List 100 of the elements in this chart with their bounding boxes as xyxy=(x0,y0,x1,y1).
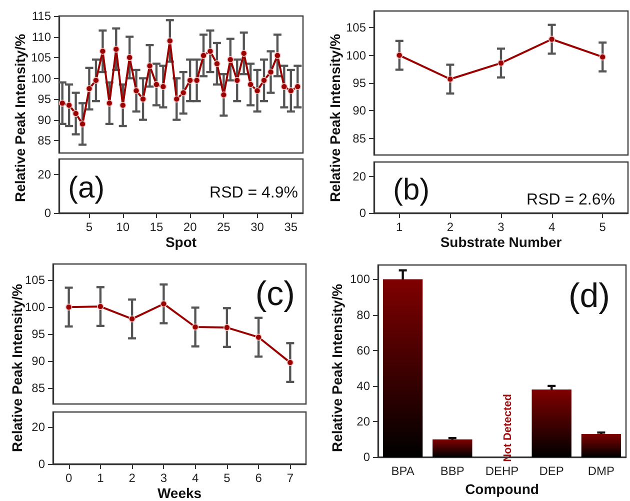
point xyxy=(227,56,234,63)
y-tick-label: 80 xyxy=(356,308,370,322)
point xyxy=(132,87,140,94)
point xyxy=(99,48,106,55)
point xyxy=(86,85,93,92)
y-tick-label: 60 xyxy=(356,343,370,358)
point xyxy=(286,359,294,366)
y-tick-label: 20 xyxy=(32,420,46,434)
point xyxy=(79,120,86,128)
point xyxy=(214,60,220,68)
y-axis-title: Relative Peak Intensity/% xyxy=(327,33,343,202)
point xyxy=(288,87,294,94)
x-tick-label: 1 xyxy=(396,220,404,234)
x-tick-label: 20 xyxy=(183,220,198,234)
point xyxy=(126,54,133,61)
annotation: (a) xyxy=(68,172,105,204)
point xyxy=(200,52,207,59)
y-tick-label: 105 xyxy=(346,20,366,35)
point xyxy=(160,83,167,90)
y-tick-label: 85 xyxy=(32,380,46,395)
point xyxy=(160,300,168,308)
point xyxy=(106,100,113,107)
point xyxy=(146,62,154,70)
point xyxy=(254,87,261,94)
y-tick-label: 40 xyxy=(356,378,370,393)
y-tick-label: 90 xyxy=(32,354,46,368)
x-tick-label: 7 xyxy=(286,471,294,485)
point xyxy=(280,83,288,90)
annotation: (c) xyxy=(255,275,295,313)
x-tick-label: DEP xyxy=(539,464,564,478)
point xyxy=(294,83,302,90)
y-tick-label: 20 xyxy=(38,167,52,182)
bar xyxy=(382,279,423,458)
point xyxy=(186,76,194,84)
y-tick-label: 20 xyxy=(352,170,366,184)
x-tick-label: 6 xyxy=(255,471,262,485)
point xyxy=(192,324,199,330)
y-tick-label: 85 xyxy=(38,134,52,148)
y-axis-title: Relative Peak Intensity/% xyxy=(12,33,28,202)
x-tick-label: 15 xyxy=(150,220,164,234)
x-tick-label: 0 xyxy=(65,471,72,485)
x-tick-label: 2 xyxy=(446,220,454,234)
point xyxy=(498,60,504,66)
point xyxy=(193,76,200,84)
point xyxy=(234,76,241,84)
y-tick-label: 0 xyxy=(359,206,366,220)
y-tick-label: 95 xyxy=(38,92,52,106)
annotation: Not Detected xyxy=(502,394,514,462)
point xyxy=(97,303,104,310)
x-tick-label: 3 xyxy=(498,220,505,234)
y-tick-label: 100 xyxy=(346,48,366,62)
point xyxy=(58,100,66,107)
point xyxy=(65,304,72,310)
y-tick-label: 100 xyxy=(350,272,370,286)
point xyxy=(206,48,214,55)
y-tick-label: 0 xyxy=(363,450,370,464)
x-tick-label: 25 xyxy=(217,220,231,234)
y-tick-label: 100 xyxy=(24,300,46,314)
point xyxy=(548,36,556,43)
x-tick-label: 1 xyxy=(97,471,104,485)
annotation: (b) xyxy=(393,174,430,206)
x-tick-label: DMP xyxy=(588,464,615,478)
point xyxy=(128,316,136,322)
point xyxy=(66,102,72,109)
point xyxy=(599,54,606,60)
y-tick-label: 20 xyxy=(356,414,370,429)
point xyxy=(255,334,262,341)
point xyxy=(180,89,187,96)
x-tick-label: 35 xyxy=(284,220,298,234)
y-tick-label: 0 xyxy=(44,206,52,220)
annotation: (d) xyxy=(568,277,610,315)
y-tick-label: 105 xyxy=(24,273,46,288)
point xyxy=(446,76,454,83)
point xyxy=(274,52,281,59)
point xyxy=(267,68,274,76)
x-tick-label: 3 xyxy=(160,471,168,485)
point xyxy=(173,96,180,102)
point xyxy=(153,81,160,88)
x-tick-label: 5 xyxy=(224,471,231,485)
x-tick-label: DEHP xyxy=(485,464,519,478)
x-tick-label: 30 xyxy=(250,220,264,234)
y-tick-label: 90 xyxy=(38,112,52,127)
y-tick-label: 105 xyxy=(30,50,52,65)
point xyxy=(72,110,80,117)
bar xyxy=(532,390,572,458)
point xyxy=(119,102,126,109)
y-tick-label: 90 xyxy=(352,104,366,118)
annotation: RSD = 4.9% xyxy=(210,184,298,202)
x-tick-label: 5 xyxy=(599,220,606,234)
x-axis-title: Spot xyxy=(165,234,197,250)
x-tick-label: BBP xyxy=(440,464,464,478)
point xyxy=(92,76,100,84)
x-tick-label: 10 xyxy=(116,220,130,234)
point xyxy=(220,91,228,98)
y-axis-title: Relative Peak Intensity/% xyxy=(9,283,25,452)
y-tick-label: 85 xyxy=(352,131,366,146)
point xyxy=(140,96,146,102)
y-tick-label: 95 xyxy=(32,327,46,341)
point xyxy=(166,38,174,44)
x-tick-label: 2 xyxy=(128,471,136,485)
